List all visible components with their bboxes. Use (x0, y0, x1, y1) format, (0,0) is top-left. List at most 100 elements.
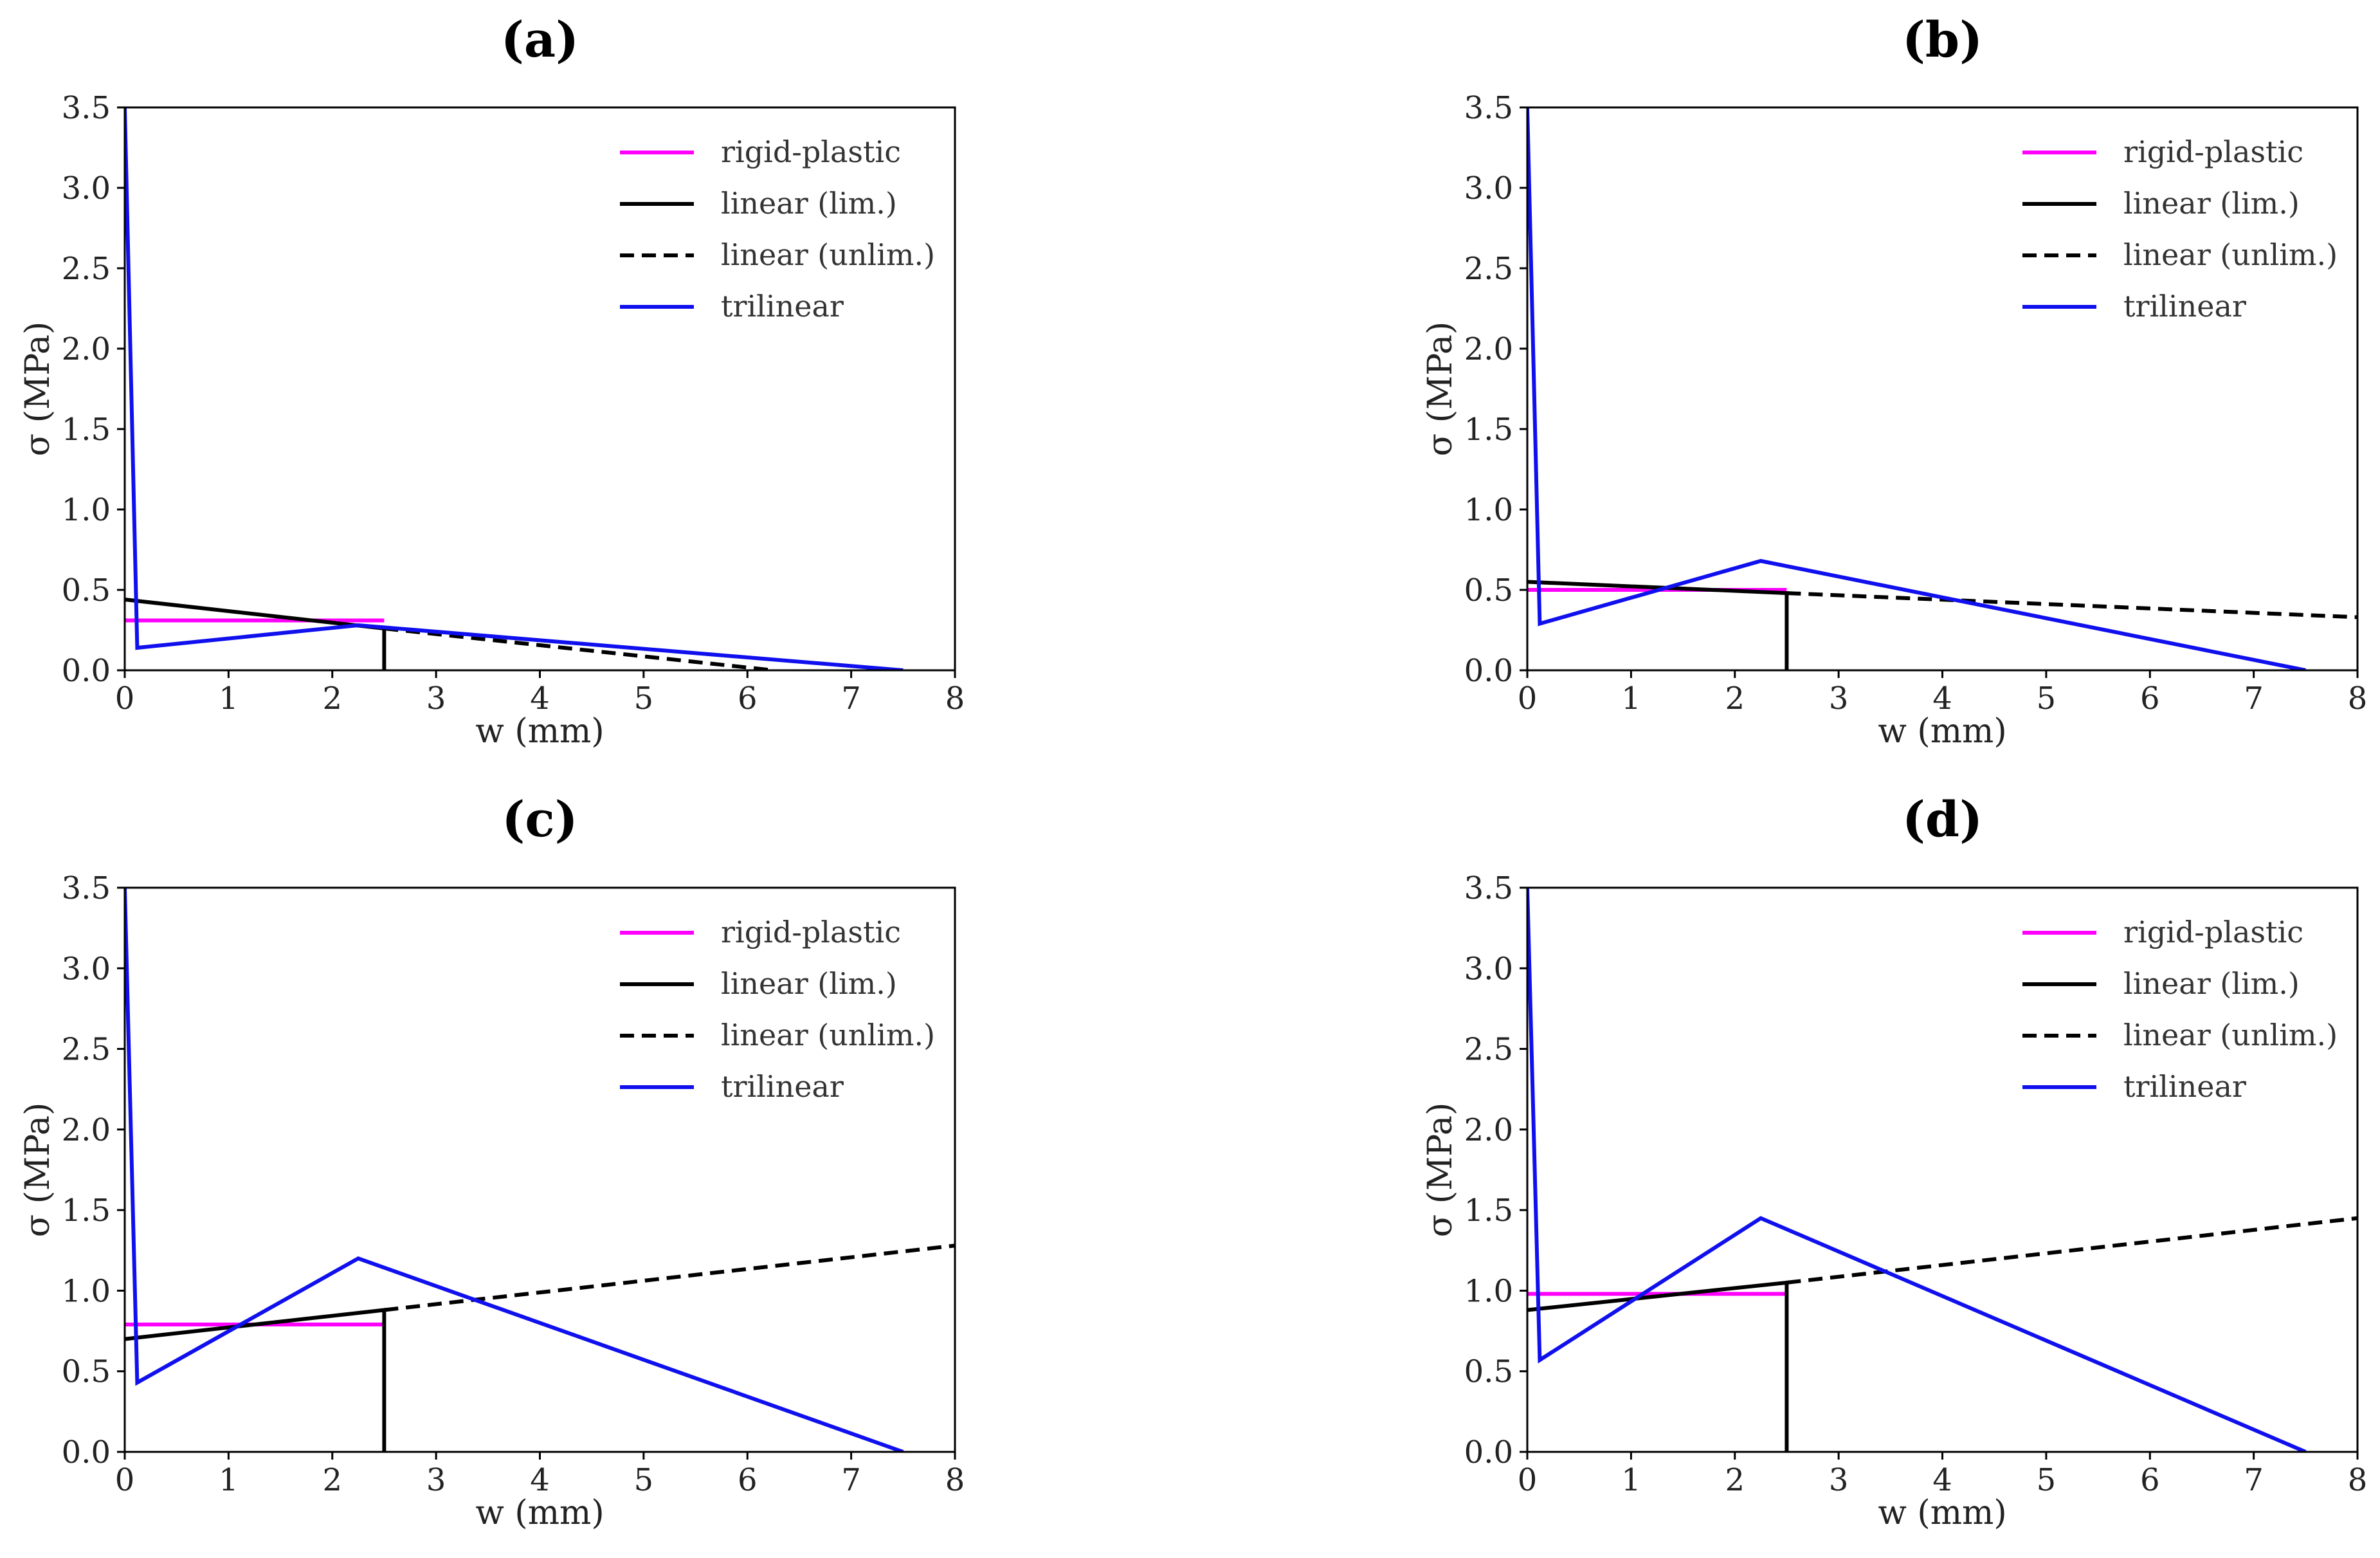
series-line-trilinear (125, 107, 904, 670)
x-tick-label: 1 (1621, 681, 1641, 717)
y-tick-label: 1.5 (1464, 1193, 1513, 1229)
legend-entry-label: trilinear (2123, 1069, 2246, 1104)
legend-entry-label: linear (unlim.) (2123, 237, 2338, 272)
series-group (1527, 107, 2357, 670)
x-tick-label: 7 (841, 1462, 861, 1498)
y-tick-label: 1.0 (62, 492, 111, 528)
y-tick-label: 2.5 (62, 1032, 111, 1068)
y-axis-label: σ (MPa) (19, 1103, 57, 1238)
x-tick-label: 2 (1725, 681, 1745, 717)
series-line-linear-lim (1527, 580, 1789, 670)
x-axis-label: w (mm) (475, 712, 604, 751)
x-tick-label: 6 (2140, 681, 2160, 717)
series-line-linear-unlim (384, 627, 774, 670)
panel-title: (c) (502, 791, 577, 848)
x-axis-label: w (mm) (475, 1494, 604, 1532)
legend-entry-label: linear (lim.) (721, 966, 897, 1001)
series-line-linear-unlim (1786, 591, 2357, 619)
legend-entry-label: trilinear (721, 1069, 844, 1104)
y-tick-label: 0.5 (1464, 573, 1513, 609)
y-tick-label: 0.5 (1464, 1354, 1513, 1390)
legend-entry-label: linear (lim.) (2123, 966, 2300, 1001)
x-axis-label: w (mm) (1878, 712, 2006, 751)
x-tick-label: 5 (634, 1462, 654, 1498)
y-tick-label: 3.5 (62, 90, 111, 126)
y-tick-label: 3.5 (1464, 870, 1513, 906)
series-line-trilinear (125, 888, 904, 1452)
y-tick-label: 0.0 (62, 1434, 111, 1471)
legend-entry-label: trilinear (721, 289, 844, 324)
y-tick-label: 3.0 (1464, 951, 1513, 987)
x-tick-label: 4 (1932, 1462, 1952, 1498)
series-line-trilinear (1527, 888, 2307, 1452)
x-tick-label: 8 (945, 681, 965, 717)
series-line-linear-unlim (1786, 1216, 2357, 1285)
legend: rigid-plastic linear (lim.) linear (unlim.… (2022, 134, 2338, 324)
panel-title: (b) (1902, 11, 1983, 68)
y-tick-label: 0.0 (1464, 1434, 1513, 1471)
x-tick-label: 2 (322, 681, 342, 717)
x-tick-label: 7 (841, 681, 861, 717)
x-tick-label: 0 (1518, 681, 1538, 717)
y-tick-label: 2.0 (1464, 1112, 1513, 1148)
legend-entry-label: linear (unlim.) (721, 1018, 935, 1052)
legend: rigid-plastic linear (lim.) linear (unlim.… (2022, 915, 2338, 1104)
panel-c: (c) 0 1 2 3 4 5 6 7 8 0.0 0.5 1.0 1.5 2.0 2.5 3.0 3.5 w (m… (19, 791, 965, 1532)
series-line-trilinear (1527, 107, 2306, 670)
x-tick-label: 4 (530, 1462, 550, 1498)
panel-title: (d) (1902, 791, 1983, 848)
y-axis-label: σ (MPa) (1421, 322, 1460, 457)
legend-entry-label: rigid-plastic (2123, 915, 2303, 949)
series-group (125, 888, 955, 1452)
series-line-linear-lim (1527, 1280, 1789, 1452)
y-tick-label: 1.0 (1464, 492, 1513, 528)
x-tick-label: 5 (2037, 681, 2057, 717)
x-tick-label: 0 (115, 1462, 135, 1498)
x-tick-label: 8 (2348, 681, 2368, 717)
y-tick-label: 2.5 (62, 251, 111, 287)
y-tick-label: 3.0 (62, 170, 111, 206)
legend: rigid-plastic linear (lim.) linear (unlim.… (620, 134, 935, 324)
x-tick-label: 1 (219, 681, 239, 717)
y-tick-label: 3.0 (62, 951, 111, 987)
panel-d: (d) 0 1 2 3 4 5 6 7 8 0.0 0.5 1.0 1.5 2.0 2.5 3.0 3.5 w (m… (1421, 791, 2367, 1532)
legend-entry-label: rigid-plastic (721, 134, 901, 169)
x-tick-label: 4 (1932, 681, 1952, 717)
y-tick-label: 2.0 (62, 1112, 111, 1148)
x-tick-label: 5 (634, 681, 654, 717)
y-axis-label: σ (MPa) (1421, 1103, 1460, 1238)
x-tick-label: 3 (1829, 681, 1849, 717)
y-tick-label: 3.0 (1464, 170, 1513, 206)
x-tick-label: 3 (1829, 1462, 1849, 1498)
y-axis-label: σ (MPa) (19, 322, 57, 457)
legend-entry-label: rigid-plastic (721, 915, 901, 949)
x-tick-label: 1 (1621, 1462, 1641, 1498)
legend: rigid-plastic linear (lim.) linear (unlim.… (620, 915, 935, 1104)
x-tick-label: 2 (1725, 1462, 1745, 1498)
x-tick-label: 4 (530, 681, 550, 717)
panel-title: (a) (501, 11, 579, 68)
y-tick-label: 1.0 (1464, 1273, 1513, 1309)
x-axis-label: w (mm) (1878, 1494, 2006, 1532)
x-tick-label: 6 (738, 1462, 758, 1498)
legend-entry-label: linear (unlim.) (2123, 1018, 2338, 1052)
x-tick-label: 7 (2244, 681, 2264, 717)
x-tick-label: 2 (322, 1462, 342, 1498)
legend-entry-label: trilinear (2123, 289, 2246, 324)
legend-entry-label: linear (unlim.) (721, 237, 935, 272)
y-tick-label: 0.0 (1464, 653, 1513, 689)
panel-a: (a) 0 1 2 3 4 5 6 7 8 0.0 0.5 1.0 1.5 2.0 2.5 3.0 3.5 w (m… (19, 11, 965, 751)
y-tick-label: 1.5 (1464, 412, 1513, 448)
x-tick-label: 6 (2140, 1462, 2160, 1498)
x-tick-label: 7 (2244, 1462, 2264, 1498)
y-tick-label: 2.0 (62, 331, 111, 367)
y-tick-label: 0.5 (62, 573, 111, 609)
legend-entry-label: rigid-plastic (2123, 134, 2303, 169)
y-tick-label: 1.5 (62, 1193, 111, 1229)
x-tick-label: 3 (426, 1462, 446, 1498)
x-tick-label: 0 (115, 681, 135, 717)
series-line-linear-unlim (384, 1243, 955, 1312)
y-tick-label: 0.5 (62, 1354, 111, 1390)
y-tick-label: 2.5 (1464, 1032, 1513, 1068)
